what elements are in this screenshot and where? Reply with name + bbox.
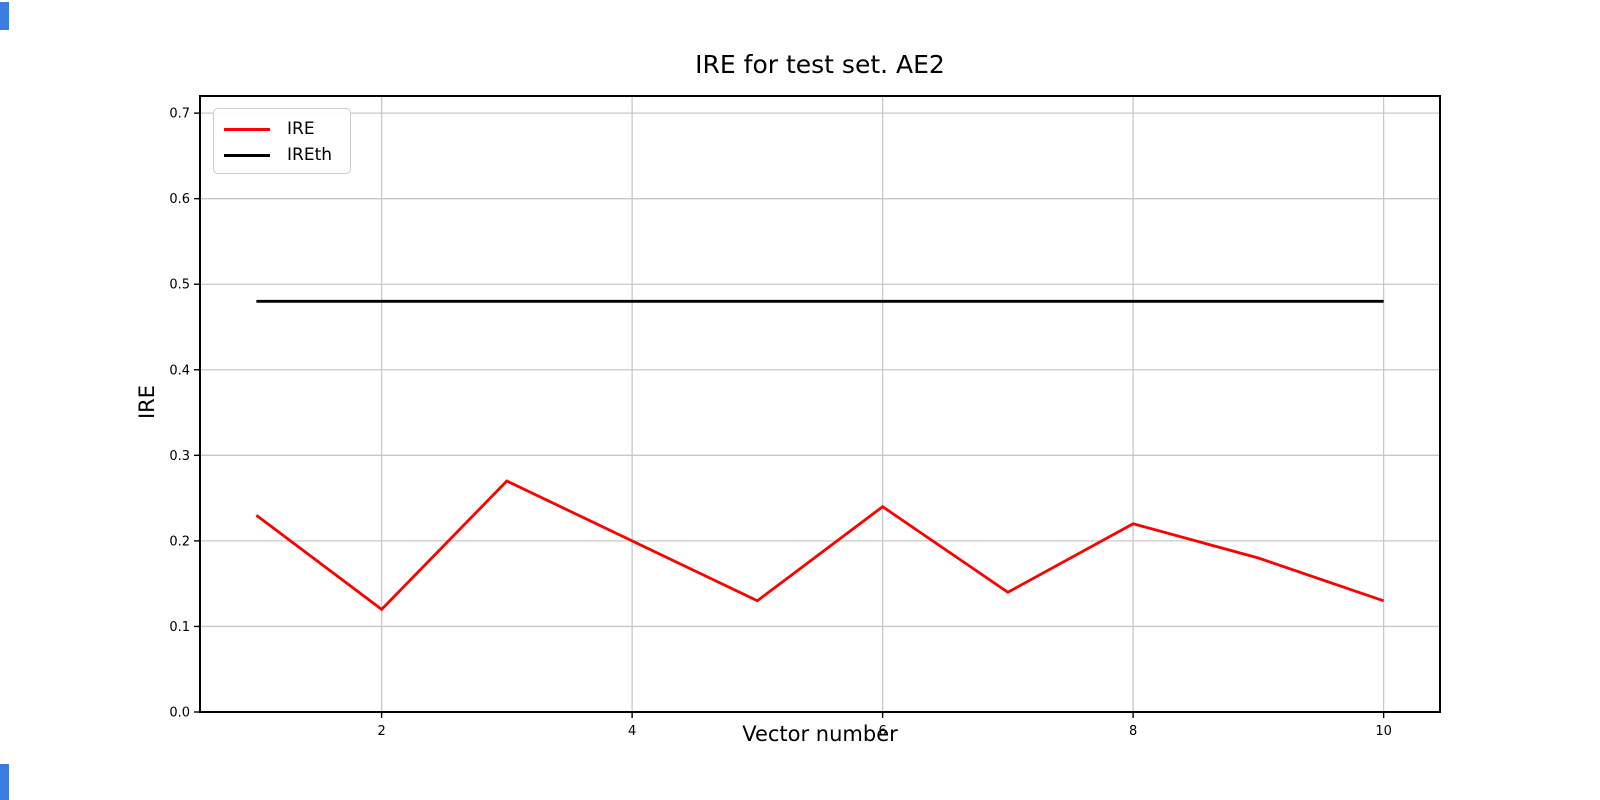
y-tick-label: 0.3 [169,449,190,464]
y-tick-label: 0.2 [169,534,190,549]
x-tick-label: 2 [377,724,385,739]
y-tick-label: 0.6 [169,192,190,207]
legend-item-ire: IRE [224,118,340,140]
y-tick-label: 0.4 [169,363,190,378]
legend-label-ireth: IREth [287,145,333,165]
window-edge-accent-bottom [0,764,9,800]
legend-label-ire: IRE [287,119,315,139]
x-tick-label: 4 [628,724,636,739]
y-axis-label: IRE [135,384,159,420]
y-tick-label: 0.5 [169,278,190,293]
legend-line-sample-ireth [224,153,270,157]
y-tick-label: 0.1 [169,620,190,635]
x-tick-label: 8 [1129,724,1137,739]
series-line-ire [255,479,1385,612]
x-axis-label: Vector number [742,722,898,746]
legend-line-sample-ire [224,127,270,131]
x-tick-label: 10 [1375,724,1392,739]
axes-frame [199,95,1441,713]
chart-title: IRE for test set. AE2 [695,50,945,79]
y-tick-label: 0.7 [169,107,190,122]
legend: IRE IREth [213,108,351,174]
window-edge-accent-top [0,2,9,30]
x-tick-label: 6 [878,724,886,739]
y-tick-label: 0.0 [169,706,190,721]
legend-item-ireth: IREth [224,144,340,166]
